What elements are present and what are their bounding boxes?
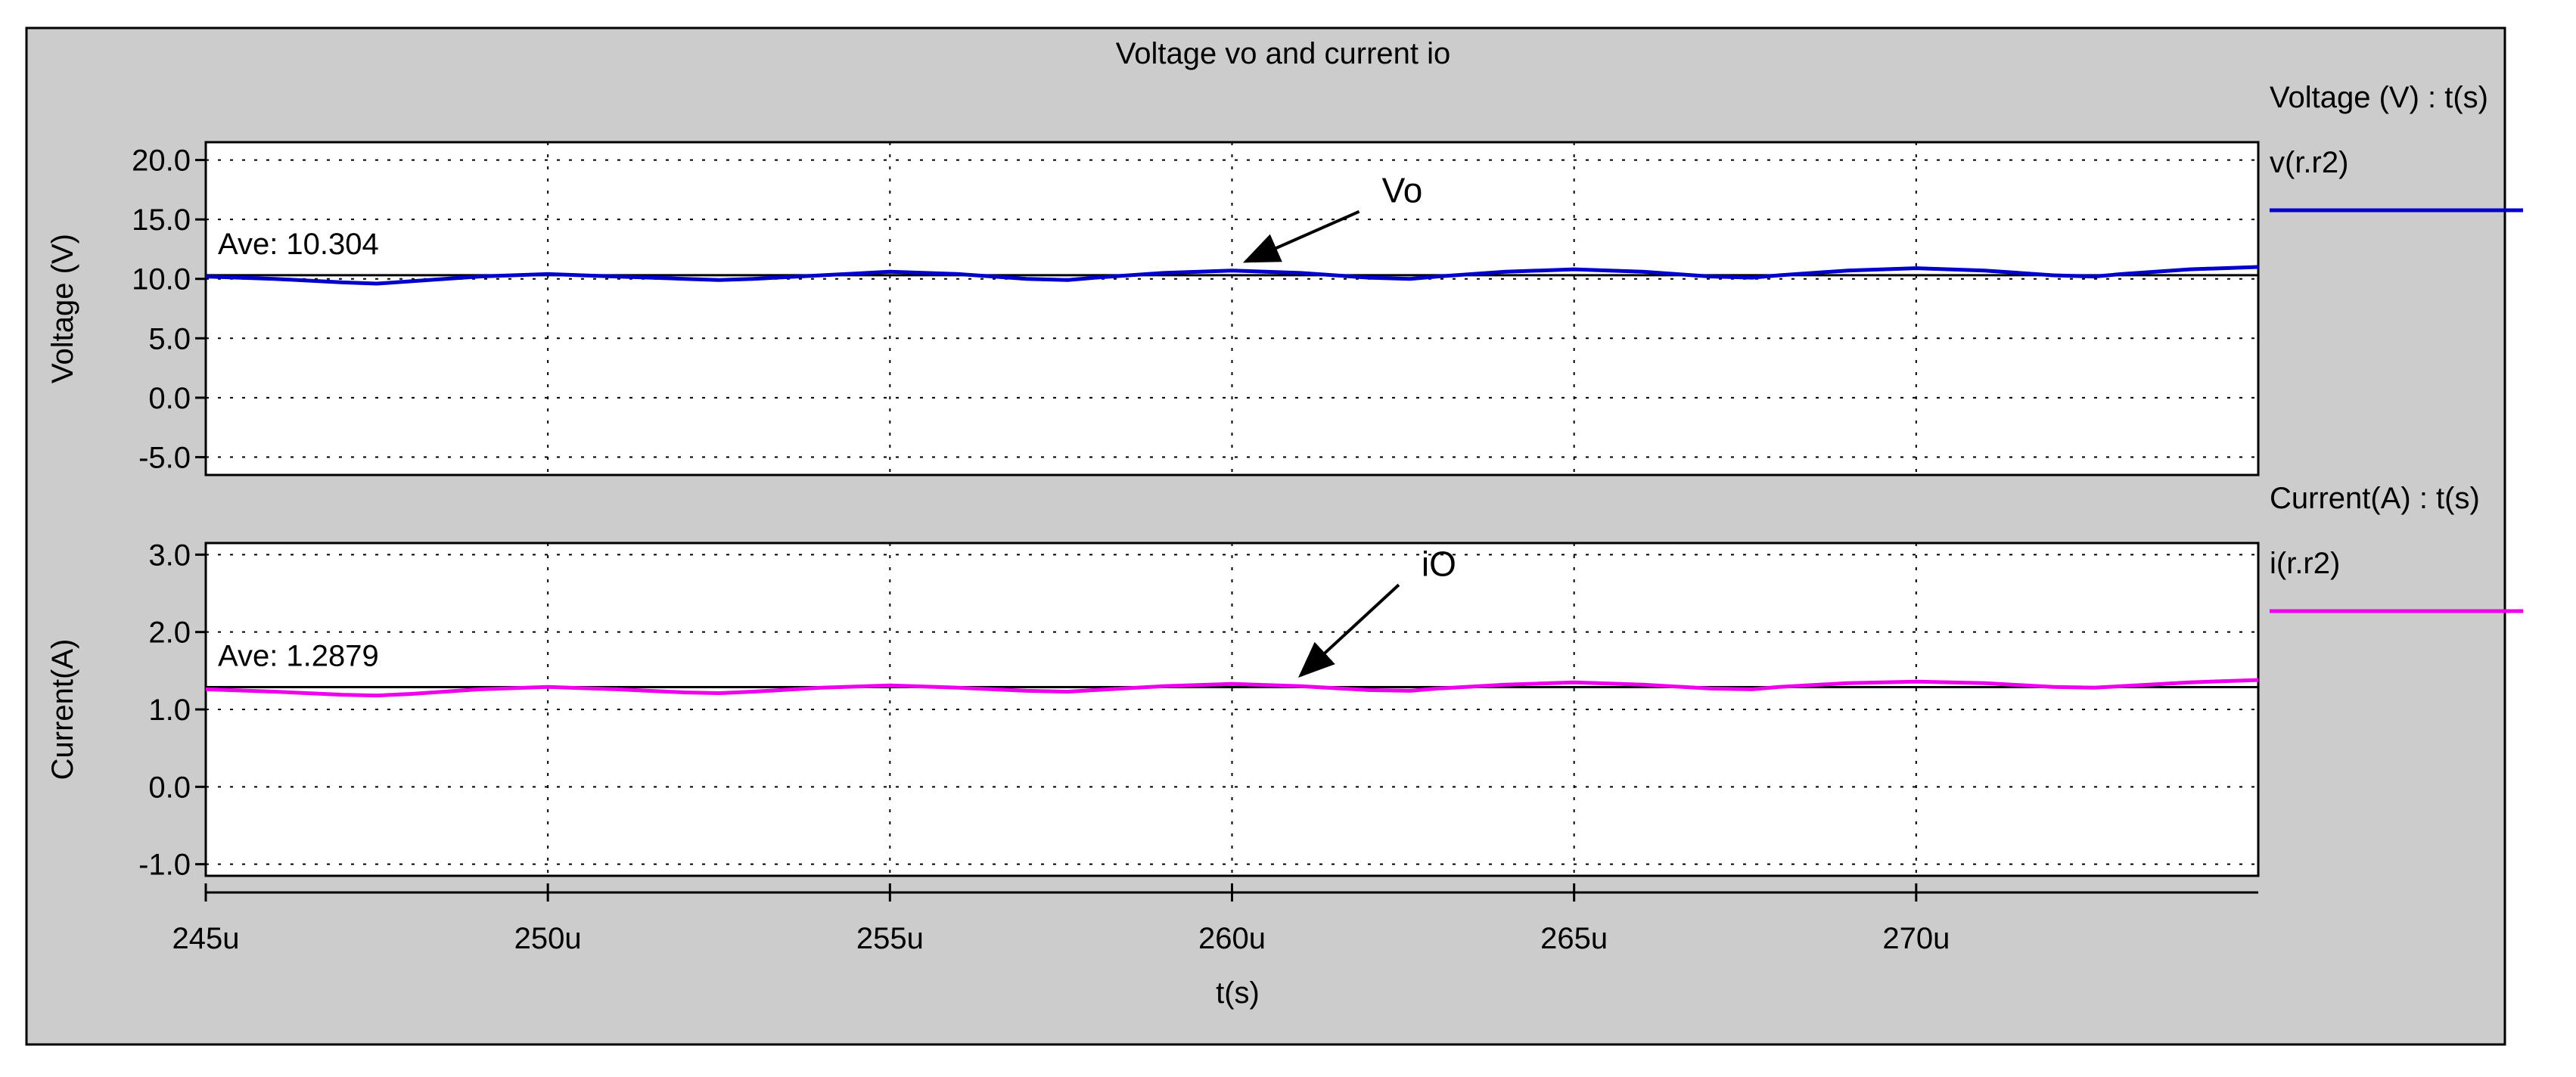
plot-area — [204, 542, 2260, 877]
x-tick-label: 270u — [1882, 922, 1950, 955]
x-axis-label: t(s) — [1216, 976, 1260, 1010]
legend-series-name: v(r.r2) — [2270, 146, 2348, 179]
voltage-panel: 20.0 15.0 10.0 5.0 0.0 -5.0 Voltage (V) Ave: 10… — [46, 81, 2523, 476]
current-panel: 3.0 2.0 1.0 0.0 -1.0 Current(A) Ave: 1.2879 Cur… — [46, 482, 2523, 882]
legend-series-name: i(r.r2) — [2270, 547, 2340, 580]
x-tick-label: 255u — [856, 922, 924, 955]
y-axis-label: Voltage (V) — [46, 234, 79, 383]
annotation-label: Vo — [1382, 171, 1423, 210]
x-tick-label: 260u — [1198, 922, 1266, 955]
x-axis: 245u 250u 255u 260u 265u 270u — [172, 883, 2258, 955]
y-tick-label: 0.0 — [148, 382, 191, 415]
y-axis-label: Current(A) — [46, 639, 79, 781]
average-label: Ave: 1.2879 — [218, 640, 379, 673]
annotation-arrow — [1242, 210, 1360, 263]
legend-title: Current(A) : t(s) — [2270, 482, 2480, 515]
average-label: Ave: 10.304 — [218, 228, 379, 261]
annotation-arrow — [1297, 583, 1400, 678]
x-tick-label: 245u — [172, 922, 240, 955]
series-line — [205, 265, 2259, 286]
annotation-label: iO — [1422, 544, 1456, 583]
y-tick-label: 3.0 — [148, 538, 191, 572]
y-tick-label: -5.0 — [138, 441, 191, 474]
y-tick-label: 20.0 — [132, 144, 191, 178]
legend-title: Voltage (V) : t(s) — [2270, 81, 2488, 114]
y-tick-label: 15.0 — [132, 203, 191, 237]
y-tick-label: -1.0 — [138, 849, 191, 882]
plot-area — [204, 141, 2260, 476]
x-tick-label: 265u — [1540, 922, 1608, 955]
y-tick-label: 10.0 — [132, 263, 191, 296]
chart-title: Voltage vo and current io — [1116, 37, 1451, 70]
y-tick-label: 5.0 — [148, 322, 191, 355]
y-tick-label: 2.0 — [148, 616, 191, 650]
y-tick-label: 0.0 — [148, 771, 191, 804]
series-line — [205, 678, 2259, 698]
y-tick-label: 1.0 — [148, 694, 191, 727]
x-tick-label: 250u — [514, 922, 582, 955]
